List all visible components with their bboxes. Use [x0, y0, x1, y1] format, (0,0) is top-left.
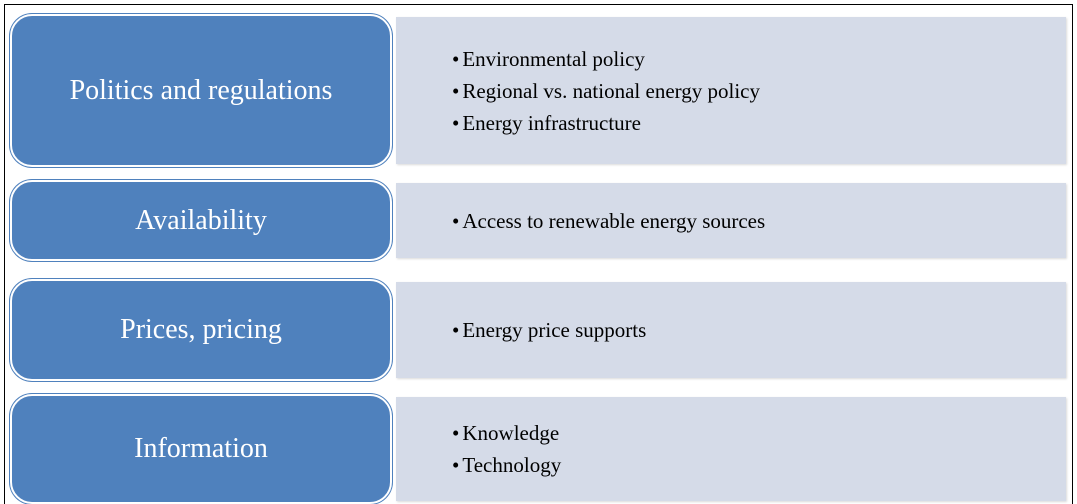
category-box: Prices, pricing [10, 279, 392, 381]
bullet-item: Access to renewable energy sources [452, 205, 1066, 237]
bullet-item: Energy price supports [452, 314, 1066, 346]
category-box: Information [10, 394, 392, 504]
category-box: Availability [10, 180, 392, 261]
detail-box: Access to renewable energy sources [396, 183, 1066, 258]
category-box: Politics and regulations [10, 14, 392, 167]
bullet-item: Knowledge [452, 417, 1066, 449]
bullet-item: Energy infrastructure [452, 107, 1066, 139]
bullet-item: Environmental policy [452, 43, 1066, 75]
detail-box: KnowledgeTechnology [396, 397, 1066, 501]
bullet-item: Regional vs. national energy policy [452, 75, 1066, 107]
detail-box: Energy price supports [396, 282, 1066, 378]
frame [4, 4, 1073, 504]
bullet-item: Technology [452, 449, 1066, 481]
detail-box: Environmental policyRegional vs. nationa… [396, 17, 1066, 164]
